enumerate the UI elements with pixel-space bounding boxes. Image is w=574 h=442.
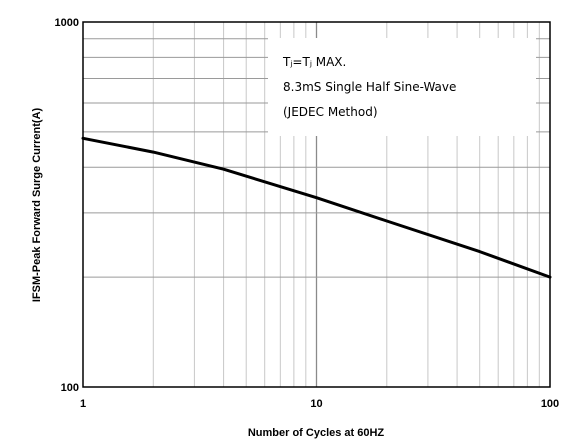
tick-labels: 1 10 100 100 1000 [55,17,560,410]
series-layer [81,136,552,279]
annotation-line-2: 8.3mS Single Half Sine-Wave [283,80,456,94]
series-line [81,136,552,279]
y-tick-label: 100 [61,382,79,394]
annotation-box [268,38,536,136]
x-tick-label: 10 [310,398,322,410]
annotation-line-1: Tⱼ=Tⱼ MAX. [282,55,346,69]
y-axis-label: IFSM-Peak Forward Surge Current(A) [31,107,43,302]
x-tick-label: 1 [80,398,86,410]
plot-frame [82,21,551,388]
annotation-line-3: (JEDEC Method) [283,105,378,119]
y-tick-label: 1000 [55,17,79,29]
x-axis-label: Number of Cycles at 60HZ [248,427,385,439]
x-tick-label: 100 [541,398,559,410]
